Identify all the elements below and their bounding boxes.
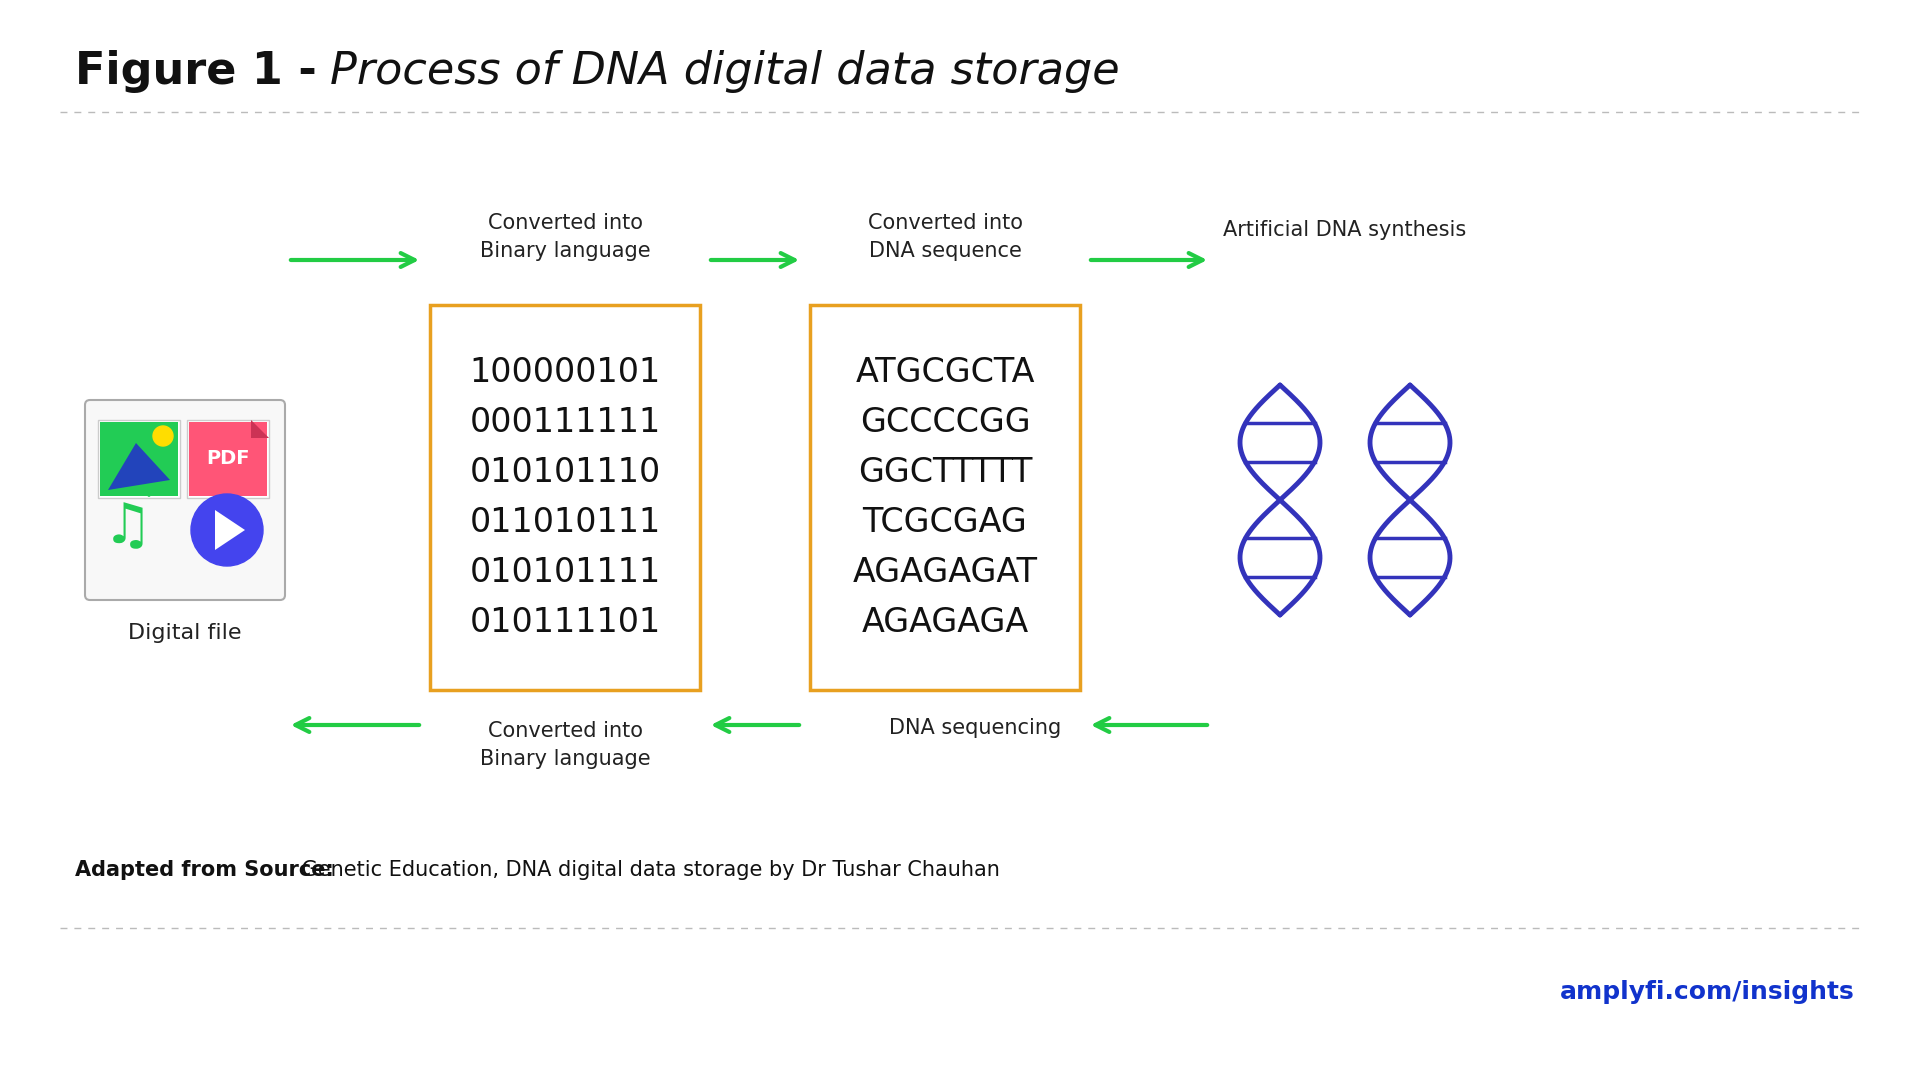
Text: Genetic Education, DNA digital data storage by Dr Tushar Chauhan: Genetic Education, DNA digital data stor… (296, 860, 1000, 880)
FancyBboxPatch shape (186, 420, 269, 498)
FancyBboxPatch shape (188, 422, 267, 496)
Text: Adapted from Source:: Adapted from Source: (75, 860, 334, 880)
Text: Digital file: Digital file (129, 623, 242, 643)
Text: Converted into
Binary language: Converted into Binary language (480, 213, 651, 261)
Text: PDF: PDF (205, 449, 250, 469)
Polygon shape (252, 420, 269, 438)
Circle shape (190, 494, 263, 566)
Polygon shape (108, 443, 171, 490)
Text: Converted into
DNA sequence: Converted into DNA sequence (868, 213, 1023, 261)
Text: Converted into
Binary language: Converted into Binary language (480, 721, 651, 769)
Text: Figure 1 -: Figure 1 - (75, 50, 332, 93)
FancyBboxPatch shape (810, 305, 1079, 690)
Text: 100000101
000111111
010101110
011010111
010101111
010111101: 100000101 000111111 010101110 011010111 … (468, 356, 660, 638)
Text: ♫: ♫ (104, 501, 154, 555)
Text: ATGCGCTA
GCCCCGG
GGCTTTTT
TCGCGAG
AGAGAGAT
AGAGAGA: ATGCGCTA GCCCCGG GGCTTTTT TCGCGAG AGAGAG… (852, 356, 1037, 638)
FancyBboxPatch shape (84, 400, 284, 600)
Text: Process of DNA digital data storage: Process of DNA digital data storage (330, 50, 1119, 93)
Text: amplyfi.com/insights: amplyfi.com/insights (1561, 980, 1855, 1004)
FancyBboxPatch shape (100, 422, 179, 496)
Polygon shape (215, 510, 246, 550)
FancyBboxPatch shape (430, 305, 701, 690)
Text: DNA sequencing: DNA sequencing (889, 718, 1062, 738)
Text: Artificial DNA synthesis: Artificial DNA synthesis (1223, 220, 1467, 240)
Circle shape (154, 426, 173, 446)
FancyBboxPatch shape (98, 420, 180, 498)
